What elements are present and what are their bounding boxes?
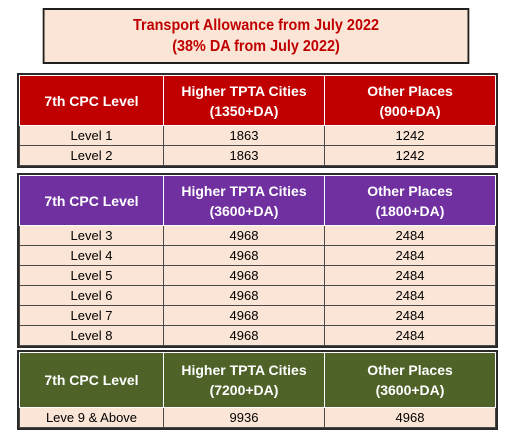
header-other-title: Other Places [367, 82, 453, 99]
header-other-rate: (900+DA) [379, 102, 441, 119]
page-subtitle: (38% DA from July 2022) [172, 38, 340, 55]
table-header-row: 7th CPC Level Higher TPTA Cities (3600+D… [19, 175, 496, 226]
higher-tpta-value: 4968 [163, 285, 325, 306]
table-row: Level 5 4968 2484 [19, 265, 496, 286]
higher-tpta-value: 9936 [163, 407, 325, 428]
table-row: Level 4 4968 2484 [19, 245, 496, 266]
table-row: Level 6 4968 2484 [19, 285, 496, 306]
other-places-value: 4968 [324, 407, 496, 428]
level-cell: Level 1 [19, 125, 164, 146]
header-higher-tpta-cities: Higher TPTA Cities (3600+DA) [163, 175, 325, 226]
allowance-table-levels-3-8: 7th CPC Level Higher TPTA Cities (3600+D… [17, 173, 498, 348]
other-places-value: 2484 [324, 245, 496, 266]
header-other-title: Other Places [367, 182, 453, 199]
header-cpc-level: 7th CPC Level [19, 75, 164, 126]
level-cell: Level 3 [19, 225, 164, 246]
level-cell: Leve 9 & Above [19, 407, 164, 428]
header-higher-tpta-cities: Higher TPTA Cities (7200+DA) [163, 352, 325, 408]
table-row: Level 1 1863 1242 [19, 125, 496, 146]
page-title: Transport Allowance from July 2022 [133, 17, 379, 34]
table-row: Level 3 4968 2484 [19, 225, 496, 246]
header-other-rate: (1800+DA) [375, 202, 445, 219]
higher-tpta-value: 4968 [163, 325, 325, 346]
level-cell: Level 2 [19, 145, 164, 166]
allowance-table-levels-1-2: 7th CPC Level Higher TPTA Cities (1350+D… [17, 73, 498, 168]
header-higher-rate: (3600+DA) [209, 202, 279, 219]
other-places-value: 1242 [324, 145, 496, 166]
level-cell: Level 7 [19, 305, 164, 326]
table-row: Level 2 1863 1242 [19, 145, 496, 166]
header-higher-title: Higher TPTA Cities [181, 362, 307, 378]
header-cpc-level: 7th CPC Level [19, 352, 164, 408]
level-cell: Level 5 [19, 265, 164, 286]
higher-tpta-value: 4968 [163, 225, 325, 246]
higher-tpta-value: 4968 [163, 305, 325, 326]
other-places-value: 2484 [324, 285, 496, 306]
allowance-table-level-9-above: 7th CPC Level Higher TPTA Cities (7200+D… [17, 350, 498, 430]
other-places-value: 1242 [324, 125, 496, 146]
header-higher-rate: (7200+DA) [209, 382, 279, 398]
header-higher-tpta-cities: Higher TPTA Cities (1350+DA) [163, 75, 325, 126]
table-row: Leve 9 & Above 9936 4968 [19, 407, 496, 428]
header-other-title: Other Places [367, 362, 453, 378]
other-places-value: 2484 [324, 225, 496, 246]
higher-tpta-value: 1863 [163, 145, 325, 166]
table-row: Level 7 4968 2484 [19, 305, 496, 326]
table-header-row: 7th CPC Level Higher TPTA Cities (7200+D… [19, 352, 496, 408]
other-places-value: 2484 [324, 325, 496, 346]
header-higher-title: Higher TPTA Cities [181, 82, 307, 99]
other-places-value: 2484 [324, 305, 496, 326]
level-cell: Level 4 [19, 245, 164, 266]
other-places-value: 2484 [324, 265, 496, 286]
header-other-rate: (3600+DA) [375, 382, 445, 398]
higher-tpta-value: 4968 [163, 265, 325, 286]
table-header-row: 7th CPC Level Higher TPTA Cities (1350+D… [19, 75, 496, 126]
title-box: Transport Allowance from July 2022 (38% … [42, 8, 470, 64]
header-higher-title: Higher TPTA Cities [181, 182, 307, 199]
table-row: Level 8 4968 2484 [19, 325, 496, 346]
header-other-places: Other Places (900+DA) [324, 75, 496, 126]
level-cell: Level 8 [19, 325, 164, 346]
header-higher-rate: (1350+DA) [209, 102, 279, 119]
header-other-places: Other Places (3600+DA) [324, 352, 496, 408]
level-cell: Level 6 [19, 285, 164, 306]
header-other-places: Other Places (1800+DA) [324, 175, 496, 226]
header-cpc-level: 7th CPC Level [19, 175, 164, 226]
higher-tpta-value: 1863 [163, 125, 325, 146]
higher-tpta-value: 4968 [163, 245, 325, 266]
